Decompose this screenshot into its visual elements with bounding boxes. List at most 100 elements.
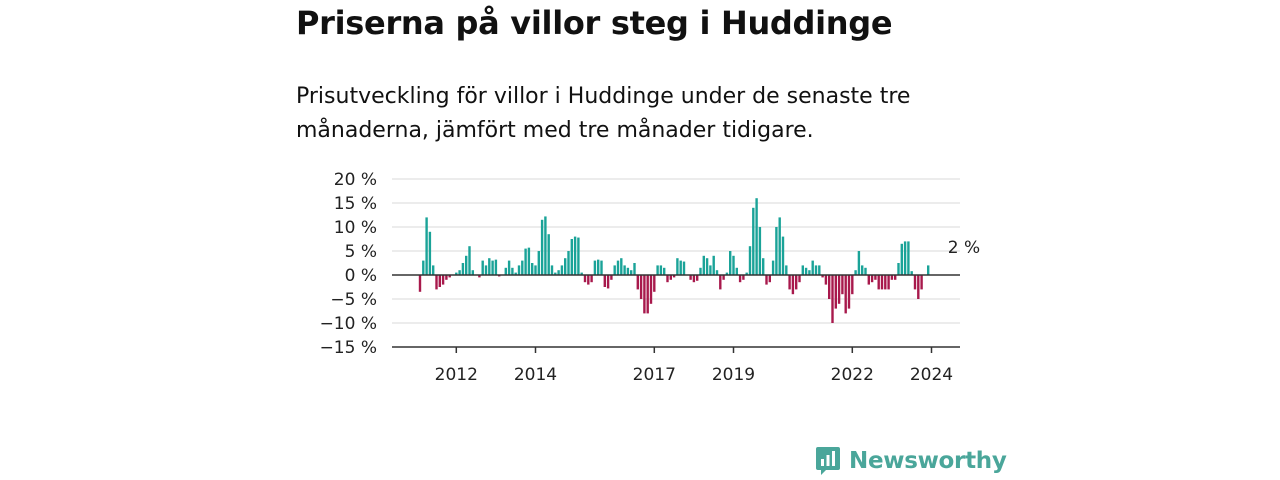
bar bbox=[557, 270, 560, 275]
bar bbox=[445, 275, 448, 280]
chart-title: Priserna på villor steg i Huddinge bbox=[296, 4, 893, 42]
bar bbox=[768, 275, 771, 283]
bar bbox=[804, 267, 808, 275]
bar bbox=[636, 275, 639, 290]
bar bbox=[897, 263, 900, 275]
bars bbox=[418, 198, 930, 323]
bar bbox=[900, 243, 903, 275]
bar bbox=[801, 265, 804, 275]
bar bbox=[425, 217, 428, 275]
bar bbox=[521, 260, 524, 275]
bar bbox=[435, 275, 438, 290]
bar bbox=[824, 275, 828, 285]
bar bbox=[742, 275, 745, 280]
bar bbox=[455, 272, 458, 275]
bar bbox=[468, 246, 471, 275]
bar bbox=[682, 261, 686, 275]
bar bbox=[465, 255, 468, 275]
bar bbox=[514, 272, 517, 275]
bar bbox=[620, 258, 623, 275]
logo-bar-3 bbox=[832, 451, 835, 466]
bar bbox=[570, 239, 573, 275]
bar bbox=[834, 275, 837, 309]
bar bbox=[775, 227, 778, 275]
bar bbox=[438, 275, 441, 287]
bar bbox=[531, 263, 534, 275]
x-tick-label: 2017 bbox=[633, 365, 676, 385]
bar bbox=[573, 236, 577, 275]
bar bbox=[837, 275, 841, 304]
bar bbox=[567, 251, 570, 275]
bar bbox=[765, 275, 768, 285]
bar bbox=[867, 275, 870, 285]
bar bbox=[890, 275, 894, 280]
bar bbox=[659, 265, 663, 275]
y-tick-label: −10 % bbox=[320, 314, 377, 334]
gridlines bbox=[392, 178, 960, 324]
bar bbox=[626, 267, 630, 275]
bar bbox=[722, 275, 725, 280]
x-tick-label: 2022 bbox=[831, 365, 874, 385]
y-tick-label: 5 % bbox=[345, 242, 377, 262]
bar bbox=[679, 260, 682, 275]
bar bbox=[788, 275, 791, 290]
bar bbox=[441, 275, 445, 285]
bar bbox=[461, 263, 465, 275]
bar bbox=[880, 275, 884, 290]
bar bbox=[643, 275, 646, 314]
bar bbox=[511, 267, 514, 275]
bar bbox=[864, 267, 867, 275]
bar bbox=[917, 275, 920, 299]
bar bbox=[600, 260, 603, 275]
bar bbox=[712, 255, 715, 275]
x-tick-label: 2019 bbox=[712, 365, 755, 385]
bar bbox=[540, 219, 544, 275]
x-tick-label: 2012 bbox=[435, 365, 478, 385]
bar bbox=[633, 263, 636, 275]
bar bbox=[504, 267, 507, 275]
bar bbox=[534, 265, 537, 275]
bar bbox=[752, 207, 755, 275]
bar bbox=[851, 275, 854, 295]
bar bbox=[831, 275, 834, 323]
bar bbox=[550, 265, 554, 275]
bar bbox=[580, 272, 583, 275]
bar bbox=[771, 260, 775, 275]
bar bbox=[762, 258, 765, 275]
bar bbox=[811, 260, 814, 275]
bar bbox=[666, 275, 669, 283]
bar bbox=[554, 272, 557, 275]
bar bbox=[847, 275, 851, 309]
bar bbox=[709, 265, 712, 275]
axis-labels: 20 % 15 % 10 % 5 % 0 % −5 % −10 % −15 % 2012 2014… bbox=[320, 170, 981, 385]
bar bbox=[560, 265, 564, 275]
bar bbox=[663, 267, 666, 275]
bar bbox=[778, 217, 781, 275]
logo-bar-2 bbox=[826, 455, 830, 466]
bar bbox=[481, 260, 484, 275]
bar bbox=[639, 275, 643, 299]
bar bbox=[748, 246, 752, 275]
logo-bar-1 bbox=[821, 459, 824, 466]
bar bbox=[702, 255, 705, 275]
y-tick-label: 10 % bbox=[334, 218, 377, 238]
bar bbox=[524, 248, 527, 275]
y-tick-label: 15 % bbox=[334, 194, 377, 214]
y-tick-label: 20 % bbox=[334, 170, 377, 190]
bar bbox=[857, 251, 861, 275]
bar bbox=[428, 231, 432, 275]
bar bbox=[729, 251, 732, 275]
bar bbox=[672, 275, 676, 278]
bar bbox=[738, 275, 742, 283]
bar bbox=[798, 275, 801, 283]
bar bbox=[418, 275, 422, 292]
bar bbox=[630, 270, 633, 275]
bar bbox=[732, 255, 735, 275]
bar bbox=[913, 275, 917, 290]
bar bbox=[828, 275, 831, 299]
bar bbox=[484, 265, 488, 275]
bar bbox=[877, 275, 880, 290]
bar bbox=[478, 275, 481, 278]
y-tick-label: 0 % bbox=[345, 266, 377, 286]
